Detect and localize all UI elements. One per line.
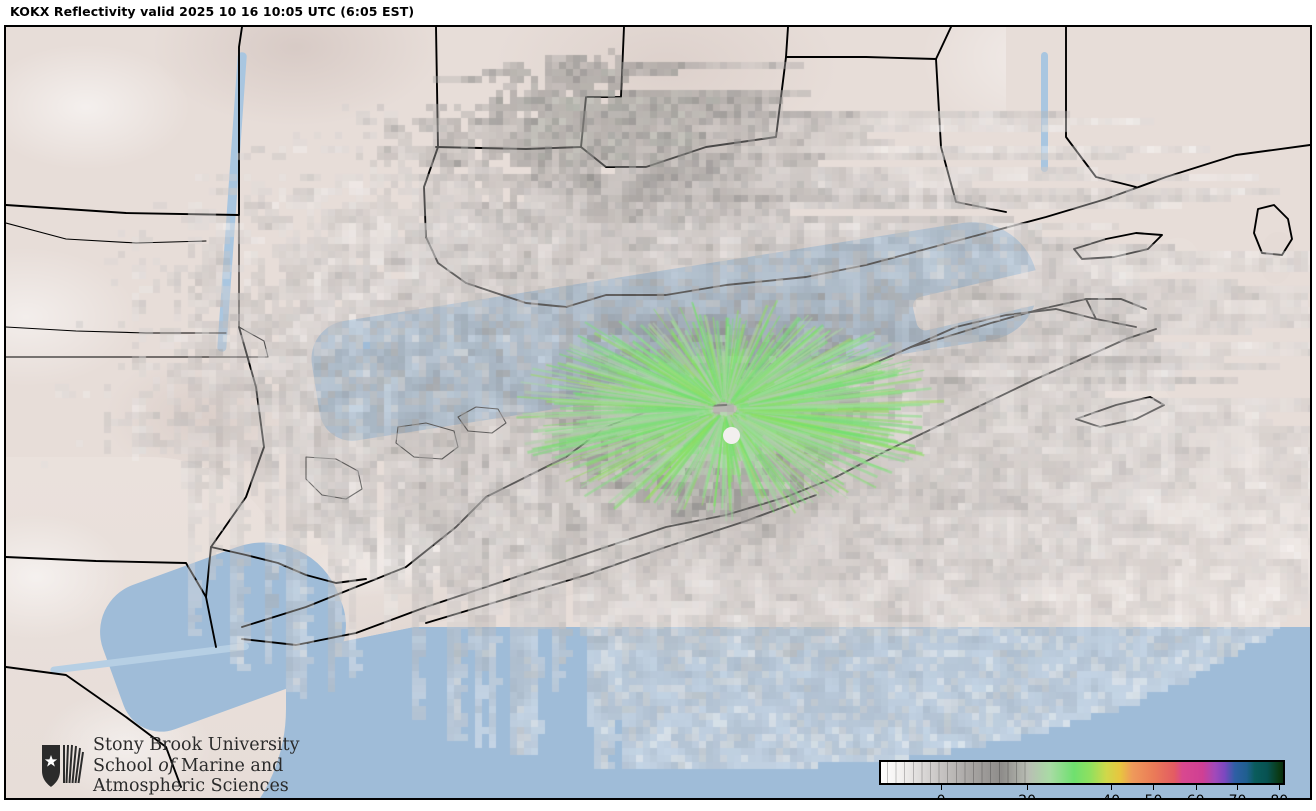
colorbar: 0 20 40 50 60 70 80 — [879, 760, 1289, 798]
shield-icon — [40, 743, 84, 789]
colorbar-gradient — [879, 760, 1285, 785]
colorbar-tick-label: 80 — [1270, 793, 1288, 798]
star-icon — [44, 754, 58, 767]
colorbar-tick — [1237, 785, 1239, 790]
colorbar-tick-label: 0 — [937, 793, 946, 798]
colorbar-bin-separators — [881, 762, 1283, 783]
colorbar-tick — [1027, 785, 1029, 790]
colorbar-tick-label: 40 — [1102, 793, 1120, 798]
colorbar-tick-label: 50 — [1145, 793, 1163, 798]
colorbar-labels: 0 20 40 50 60 70 80 — [879, 793, 1289, 798]
colorbar-tick — [941, 785, 943, 790]
colorbar-tick-label: 70 — [1229, 793, 1247, 798]
map-frame: Stony Brook University School of Marine … — [4, 25, 1312, 800]
map-canvas: Stony Brook University School of Marine … — [6, 27, 1310, 798]
colorbar-tick — [1153, 785, 1155, 790]
colorbar-tick-label: 20 — [1018, 793, 1036, 798]
logo-text: Stony Brook University School of Marine … — [93, 735, 299, 797]
radar-site-marker — [723, 427, 740, 444]
colorbar-tick-label: 60 — [1187, 793, 1205, 798]
radar-reflectivity-overlay — [6, 27, 1310, 798]
logo-line-2: School of Marine and — [93, 756, 299, 777]
colorbar-tick — [1195, 785, 1197, 790]
logo-line-2-post: Marine and — [175, 755, 284, 776]
colorbar-tick — [1111, 785, 1113, 790]
logo-line-3: Atmospheric Sciences — [93, 776, 289, 796]
page-title: KOKX Reflectivity valid 2025 10 16 10:05… — [10, 4, 415, 19]
stony-brook-logo: Stony Brook University School of Marine … — [40, 735, 299, 797]
logo-line-2-em: of — [158, 755, 176, 776]
colorbar-tick — [1279, 785, 1281, 790]
colorbar-ticks — [879, 785, 1285, 793]
logo-line-2-pre: School — [93, 755, 159, 776]
logo-line-1: Stony Brook University — [93, 735, 300, 755]
